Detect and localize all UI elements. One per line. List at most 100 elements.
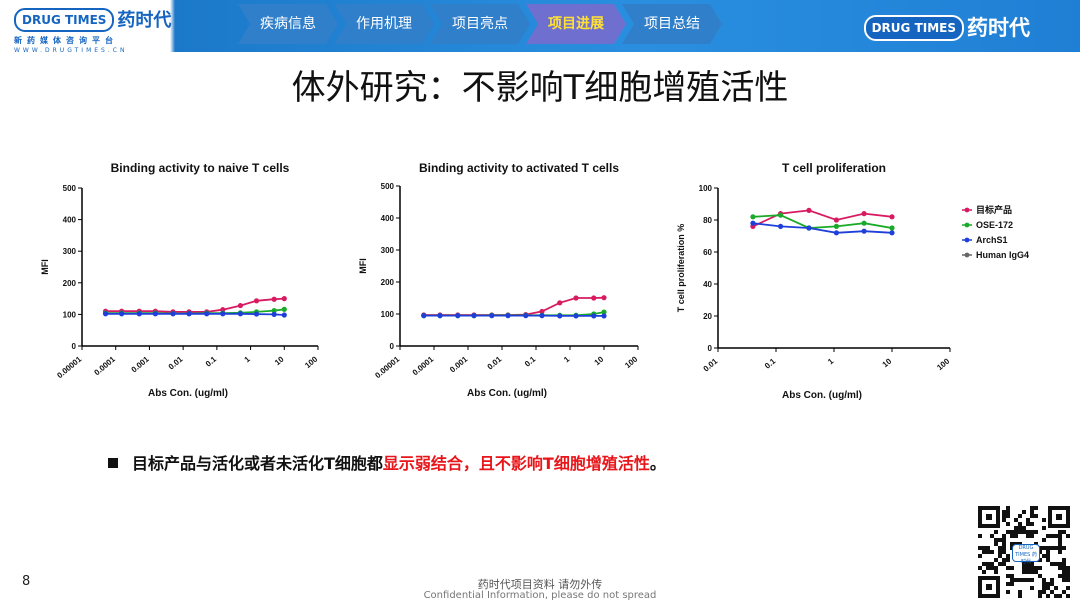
qr-module (1010, 574, 1014, 578)
qr-module (1066, 586, 1070, 590)
x-tick-label: 10 (881, 356, 894, 369)
qr-module (1046, 558, 1050, 562)
drugtimes-logo-right[interactable]: DRUG TIMES 药时代 (863, 12, 1030, 42)
nav-highlights[interactable]: 项目亮点 (430, 4, 530, 44)
qr-module (1050, 534, 1054, 538)
qr-module (1038, 574, 1042, 578)
qr-module (978, 566, 982, 570)
data-point (833, 217, 840, 223)
bullet-square-icon (108, 457, 118, 468)
qr-module (1018, 514, 1022, 518)
qr-module (1058, 534, 1062, 538)
legend-marker (964, 207, 970, 213)
qr-module (982, 570, 986, 574)
qr-module (1046, 554, 1050, 558)
qr-module (998, 538, 1002, 542)
y-axis-label: MFI (358, 258, 368, 274)
qr-module (1062, 530, 1066, 534)
legend-entry: 目标产品 (976, 204, 1012, 215)
data-point (861, 211, 867, 217)
qr-module (1062, 562, 1066, 566)
logo-subtitle: 新药媒体咨询平台 (14, 36, 118, 45)
nav-mechanism[interactable]: 作用机理 (334, 4, 434, 44)
data-point (889, 230, 895, 236)
qr-module (1042, 518, 1046, 522)
qr-module (1066, 594, 1070, 598)
x-tick-label: 0.01 (167, 354, 185, 371)
qr-module (1034, 530, 1038, 534)
qr-module (1062, 570, 1066, 574)
qr-pattern (978, 506, 1070, 598)
legend-marker (964, 252, 970, 258)
x-tick-label: 0.001 (130, 354, 152, 374)
qr-module (1034, 514, 1038, 518)
x-axis-label: Abs Con. (ug/ml) (148, 388, 228, 399)
data-point (170, 311, 176, 317)
y-axis-label: MFI (40, 259, 50, 275)
series-line (752, 222, 893, 234)
qr-module (1030, 578, 1034, 582)
data-point (271, 308, 277, 314)
qr-module (1014, 530, 1018, 534)
qr-module (1050, 546, 1054, 550)
logo-cn: 药时代 (117, 10, 172, 31)
qr-module (1030, 570, 1034, 574)
qr-module (1006, 514, 1010, 518)
data-point (750, 220, 756, 226)
drugtimes-logo[interactable]: DRUG TIMES 药时代 新药媒体咨询平台 WWW.DRUGTIMES.CN (14, 6, 171, 54)
qr-code: DRUG TIMES 药时代 (978, 506, 1070, 598)
y-tick-label: 0 (390, 342, 395, 351)
qr-module (1042, 582, 1046, 586)
x-tick-label: 100 (303, 354, 319, 370)
data-point (152, 311, 158, 317)
x-tick-label: 100 (623, 354, 639, 370)
qr-module (998, 550, 1002, 554)
nav-progress[interactable]: 项目进展 (526, 4, 626, 44)
qr-module (1002, 534, 1006, 538)
qr-module (1010, 530, 1014, 534)
y-tick-label: 500 (381, 182, 395, 191)
qr-module (978, 534, 982, 538)
x-tick-label: 0.00001 (55, 354, 83, 380)
logo-badge: DRUG TIMES (14, 7, 115, 32)
x-tick-label: 0.1 (204, 354, 219, 368)
nav-summary[interactable]: 项目总结 (622, 4, 722, 44)
qr-module (998, 546, 1002, 550)
x-tick-label: 100 (935, 356, 951, 372)
qr-module (1018, 530, 1022, 534)
qr-module (1006, 566, 1010, 570)
qr-module (1046, 534, 1050, 538)
qr-module (1022, 526, 1026, 530)
qr-module (986, 546, 990, 550)
qr-module (994, 566, 998, 570)
qr-module (1006, 530, 1010, 534)
qr-module (1038, 566, 1042, 570)
qr-module (1058, 542, 1062, 546)
chart-title: T cell proliferation (782, 161, 886, 175)
qr-module (1026, 522, 1030, 526)
qr-module (1058, 562, 1062, 566)
qr-module (1022, 578, 1026, 582)
qr-module (982, 562, 986, 566)
y-tick-label: 400 (63, 216, 77, 225)
data-point (119, 311, 125, 317)
bullet-text: 目标产品与活化或者未活化T细胞都 (132, 454, 383, 473)
data-point (505, 313, 511, 319)
qr-module (1050, 578, 1054, 582)
data-point (204, 311, 210, 317)
nav-disease-info[interactable]: 疾病信息 (238, 4, 338, 44)
logo-right-cn: 药时代 (967, 16, 1030, 40)
data-point (455, 313, 461, 319)
qr-module (1058, 574, 1062, 578)
qr-finder-icon (978, 506, 1000, 528)
qr-module (1042, 578, 1046, 582)
qr-module (1006, 506, 1010, 510)
legend-entry: OSE-172 (976, 220, 1013, 230)
data-point (557, 300, 563, 306)
data-point (253, 298, 260, 304)
qr-module (1010, 582, 1014, 586)
qr-module (1026, 562, 1030, 566)
qr-module (1066, 578, 1070, 582)
qr-module (990, 562, 994, 566)
data-point (806, 225, 812, 231)
